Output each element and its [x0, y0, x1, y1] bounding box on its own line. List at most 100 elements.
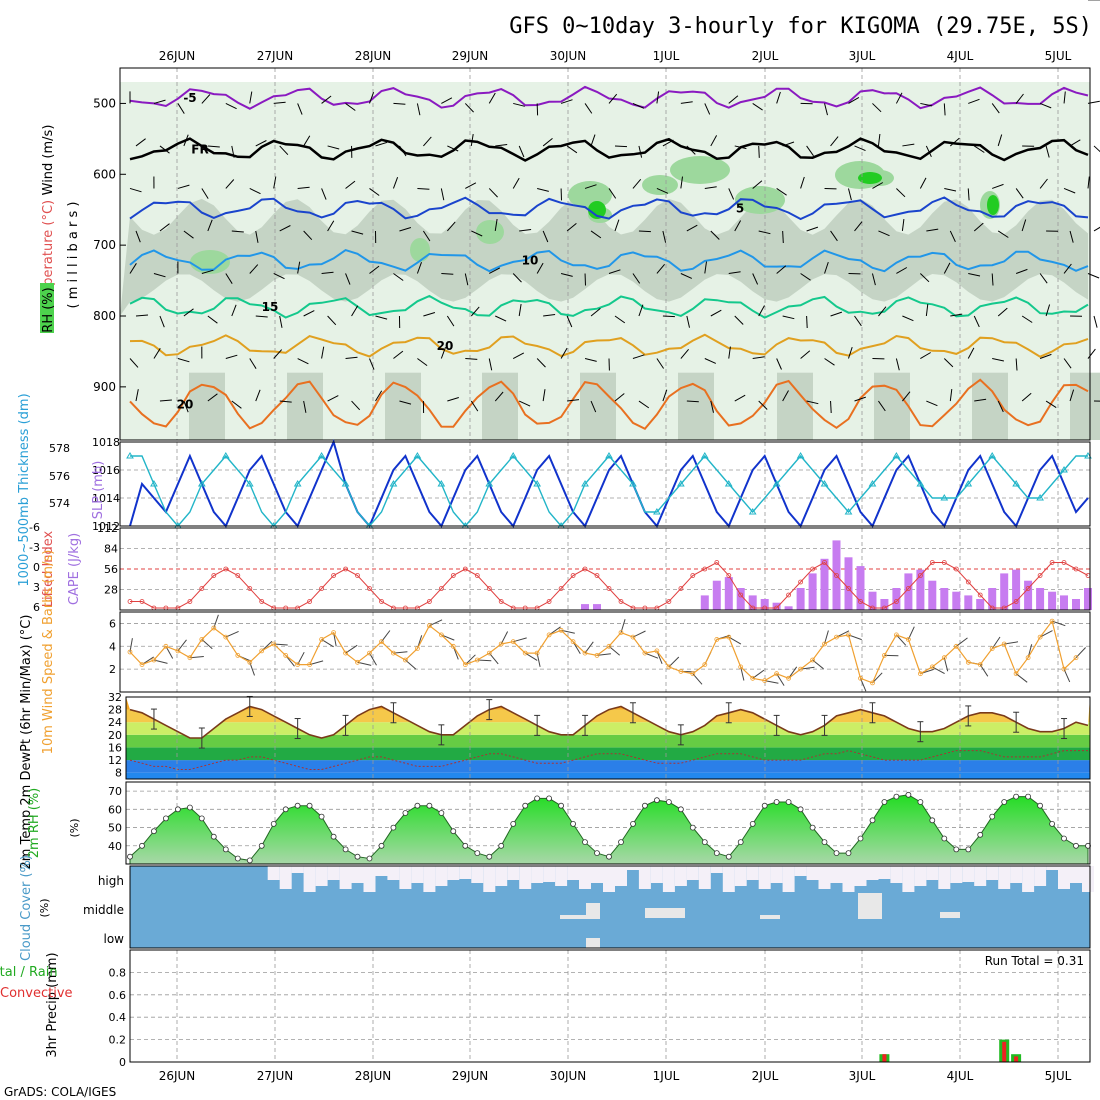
wind-barb	[464, 273, 469, 286]
temp-band	[126, 734, 1090, 748]
wind-barb	[249, 188, 261, 195]
wind-barb	[303, 230, 313, 241]
rh-column	[482, 372, 518, 440]
wind-barb	[488, 188, 498, 198]
isotherm-line	[129, 249, 1089, 273]
thickness-marker	[653, 508, 661, 515]
li-marker	[127, 599, 133, 604]
thickness-marker	[245, 480, 254, 487]
rh-marker	[438, 810, 445, 816]
wind-barb	[848, 346, 853, 359]
wind-barb	[734, 220, 742, 232]
wind-barb	[1069, 230, 1074, 243]
wind-barb	[1063, 91, 1066, 104]
wind-barb	[680, 348, 689, 359]
high-cloud-bar	[962, 866, 975, 882]
wind-barb	[686, 400, 699, 403]
wind-barb	[782, 315, 795, 320]
rh-marker	[462, 842, 469, 849]
wind-barb	[536, 358, 546, 368]
rh-marker	[642, 802, 648, 809]
wind-barb	[806, 145, 814, 157]
slp-tick-label: 1016	[92, 464, 120, 477]
day-label-bottom: 1JUL	[653, 1069, 680, 1083]
rh-marker	[869, 817, 876, 824]
wind-barb	[854, 396, 866, 402]
wind-barb	[782, 230, 784, 244]
thickness-tick-label: 574	[49, 497, 70, 510]
wind-barb	[632, 354, 645, 359]
wind-barb	[135, 230, 141, 243]
cloud-patch	[586, 903, 600, 919]
rh-marker	[474, 850, 481, 856]
wind10-marker	[750, 675, 756, 681]
high-cloud-bar	[543, 866, 556, 882]
wind10-marker	[690, 671, 696, 677]
cloud-patch	[940, 912, 960, 918]
ylabel-slp: SLP (mb)	[91, 461, 106, 520]
wind-barb	[902, 143, 915, 147]
wind-barb	[153, 99, 166, 104]
wind-barb	[231, 304, 237, 317]
wind10-marker	[402, 657, 408, 663]
wind-barb	[255, 140, 267, 147]
wind10-marker	[666, 664, 672, 670]
cape-bar	[700, 595, 709, 610]
rh-marker	[1013, 793, 1019, 800]
series-line	[129, 439, 1089, 528]
rh-marker	[570, 821, 576, 827]
day-label-bottom: 2JUL	[752, 1069, 779, 1083]
wind-barb	[279, 225, 291, 232]
wind-barb	[441, 97, 453, 104]
credit-label: GrADS: COLA/IGES	[4, 1085, 116, 1099]
wind-barb	[542, 230, 549, 243]
wind-barb	[734, 394, 746, 402]
rh-marker	[929, 817, 936, 824]
wind-barb	[129, 263, 137, 274]
wind-barb	[393, 102, 406, 105]
wind-barb	[177, 103, 185, 114]
high-cloud-bar	[351, 866, 364, 883]
li-marker	[846, 586, 851, 591]
wind-barb	[590, 230, 602, 239]
li-marker	[714, 560, 720, 565]
wind-barb	[997, 230, 1009, 238]
li-marker	[1025, 586, 1031, 591]
wind-barb	[752, 180, 763, 189]
wind-barb	[878, 306, 887, 317]
cape-bar	[904, 573, 913, 610]
thickness-marker	[413, 452, 422, 459]
rh-marker	[953, 846, 960, 853]
thickness-marker	[341, 480, 350, 487]
wind10-marker	[702, 662, 708, 667]
thickness-marker	[389, 480, 398, 487]
wind-barb	[135, 314, 149, 317]
wind-barb	[992, 358, 1005, 362]
rh-marker	[965, 846, 972, 853]
wind-barb	[704, 103, 711, 115]
wind10m-panel: 246 10m Wind Speed & Barbs (m/s)	[41, 0, 1100, 754]
wind-barb	[159, 145, 170, 154]
wind-barb	[968, 272, 981, 277]
rh-marker	[282, 806, 289, 813]
thickness-marker	[197, 480, 206, 487]
wind-barb	[470, 306, 480, 317]
wind-barb	[303, 400, 307, 413]
rh-band	[120, 198, 1088, 316]
wind10-marker	[331, 630, 337, 635]
rh-marker	[342, 846, 349, 853]
wind10-line	[129, 619, 1077, 684]
wind-barb	[895, 358, 900, 371]
thickness-marker	[293, 480, 302, 487]
thickness-marker	[1012, 480, 1021, 487]
wind10-marker	[534, 650, 540, 656]
wind-barb	[824, 103, 828, 116]
wind-barb	[225, 179, 235, 189]
li-marker	[894, 599, 899, 604]
wind-barb	[728, 271, 741, 274]
rh-marker	[186, 804, 193, 811]
high-cloud-bar	[938, 866, 951, 889]
rh-column	[189, 372, 225, 440]
wind-barb	[728, 346, 731, 359]
